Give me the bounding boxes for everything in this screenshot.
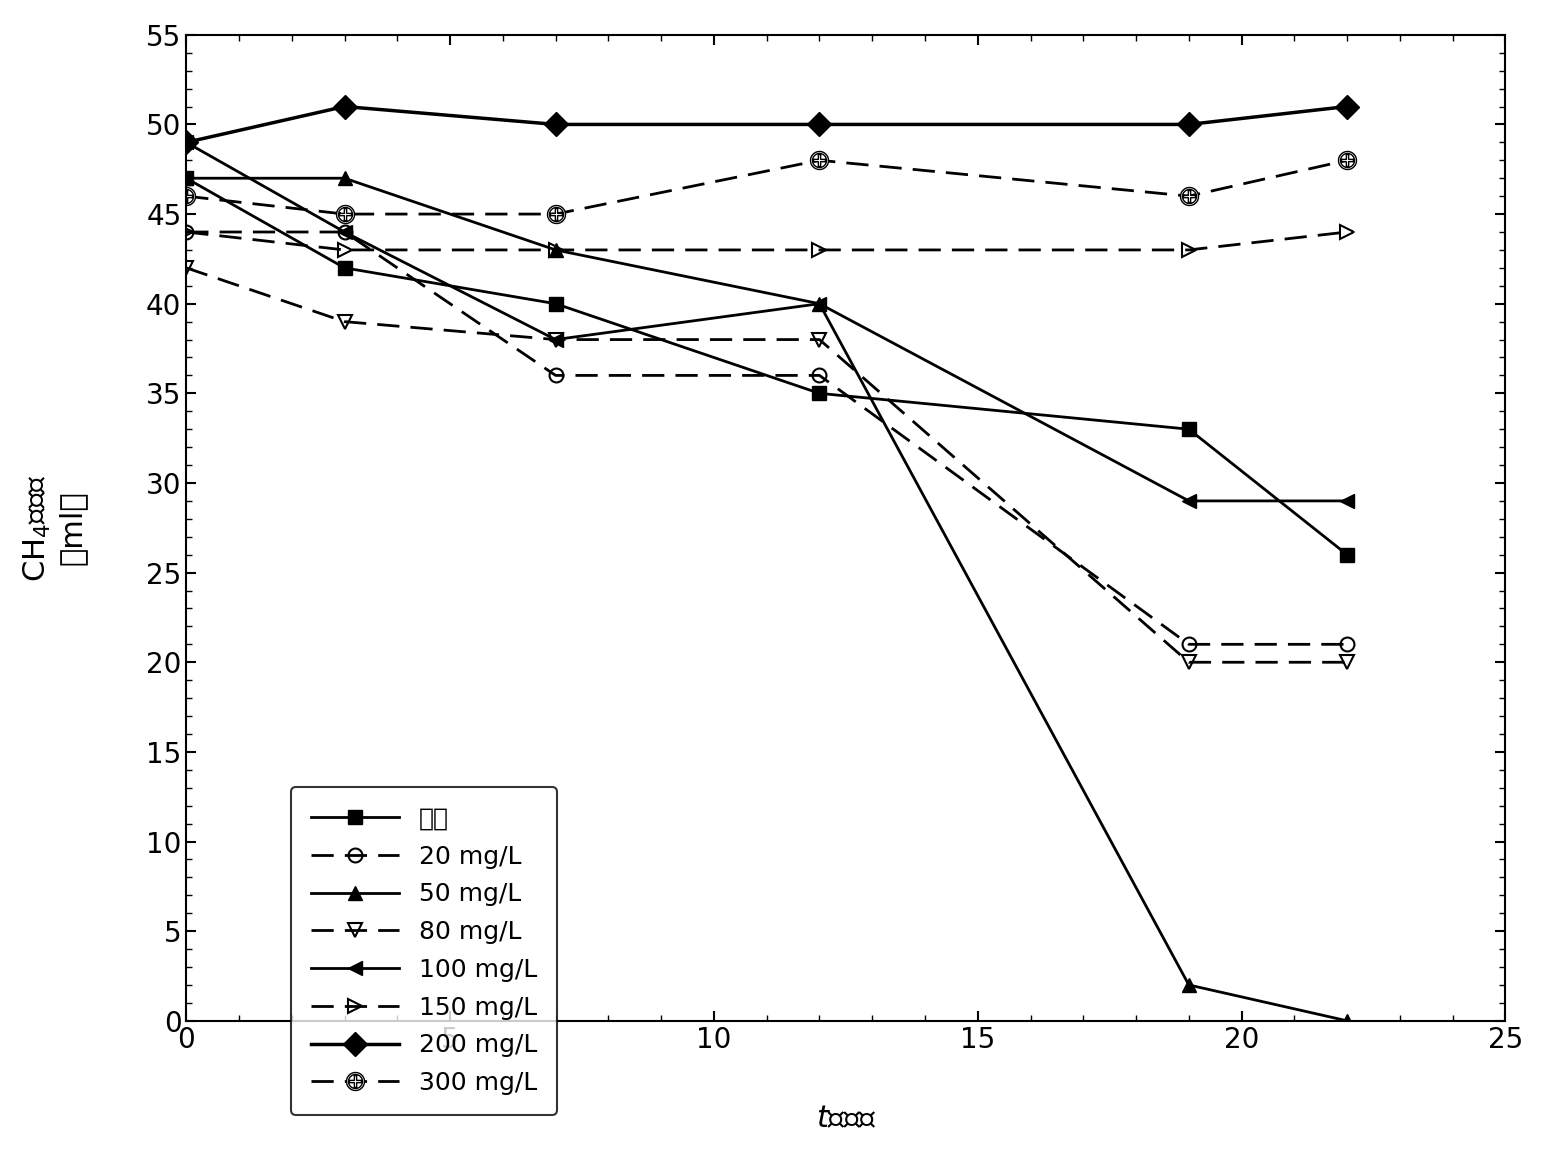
Text: $t$（天）: $t$（天） bbox=[816, 1104, 875, 1133]
Legend: 对照, 20 mg/L, 50 mg/L, 80 mg/L, 100 mg/L, 150 mg/L, 200 mg/L, 300 mg/L: 对照, 20 mg/L, 50 mg/L, 80 mg/L, 100 mg/L,… bbox=[292, 786, 557, 1115]
Text: CH$_4$的消耗
（ml）: CH$_4$的消耗 （ml） bbox=[22, 474, 87, 581]
